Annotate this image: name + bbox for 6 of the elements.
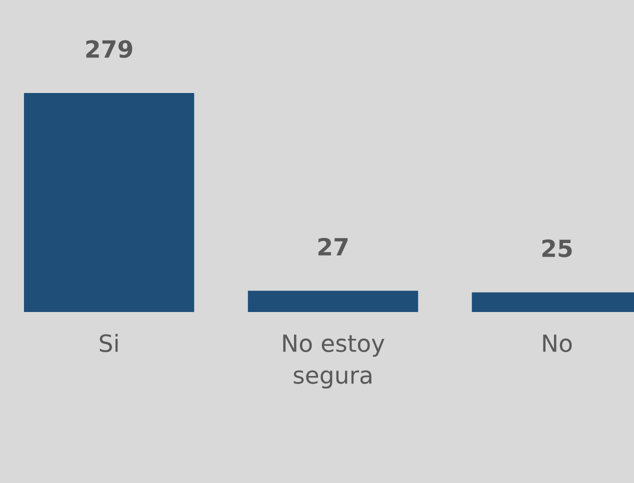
x-tick-label: Si — [100, 334, 118, 352]
data-label: 279 — [86, 40, 132, 58]
data-label: 25 — [542, 239, 572, 258]
x-tick-label: No — [543, 334, 572, 352]
data-label: 27 — [318, 238, 348, 256]
x-tick-label: No estoy segura — [283, 334, 384, 389]
